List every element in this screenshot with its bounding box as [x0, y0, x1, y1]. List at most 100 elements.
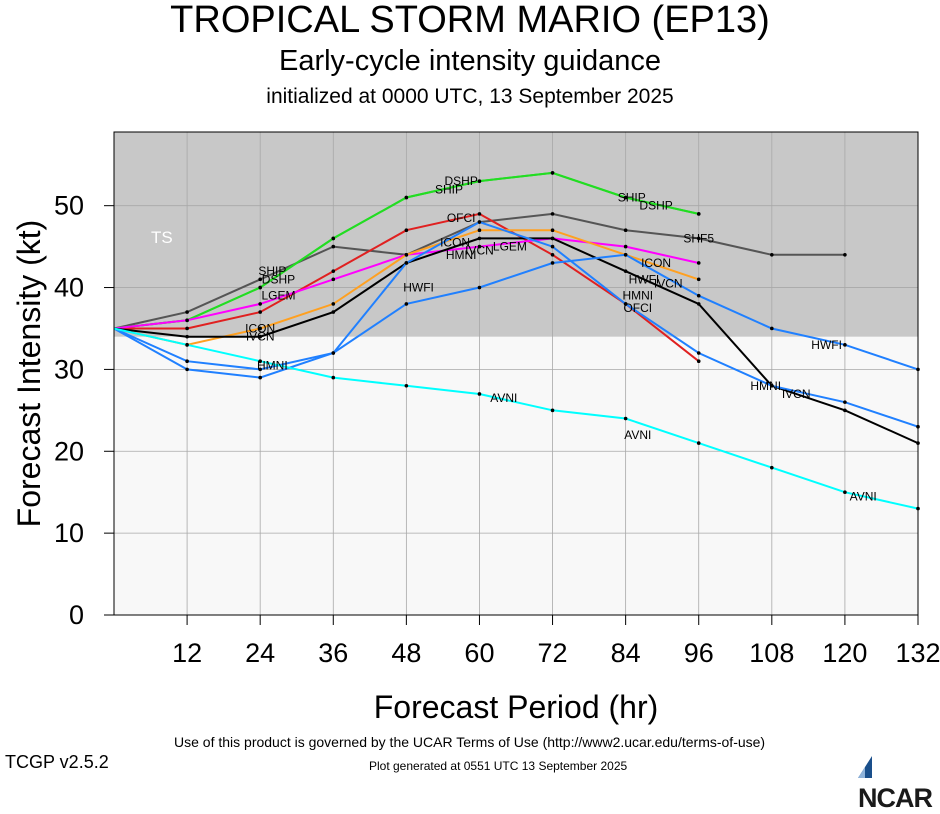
- point-icon: [331, 302, 336, 306]
- y-tick-label: 50: [54, 191, 84, 221]
- y-axis-label: Forecast Intensity (kt): [11, 220, 47, 528]
- point-avni: [404, 383, 409, 388]
- point-dshp: [477, 179, 482, 183]
- series-label-ship: SHIP: [435, 182, 463, 196]
- series-label-ivcn: IVCN: [246, 330, 275, 344]
- series-label-ofci: OFCI: [447, 211, 476, 225]
- point-hwfi: [623, 252, 628, 257]
- point-hmni: [623, 302, 628, 306]
- point-ivcn: [185, 334, 189, 339]
- series-line-hmni: [113, 221, 919, 428]
- series-label-hwfi: HWFI: [811, 338, 842, 352]
- point-ivcn: [696, 302, 701, 306]
- point-shf5: [185, 310, 189, 314]
- point-ofci: [696, 359, 701, 364]
- intensity-chart: SHF5SHIPSHIPSHIPDSHPDSHPDSHPOFCIOFCILGEM…: [11, 131, 940, 725]
- series-labels: SHF5SHIPSHIPSHIPDSHPDSHPDSHPOFCIOFCILGEM…: [245, 174, 877, 503]
- point-dshp: [404, 195, 409, 200]
- y-tick-label: 30: [54, 354, 84, 384]
- point-hwfi: [696, 293, 701, 298]
- x-tick-label: 96: [684, 638, 714, 668]
- point-hmni: [696, 351, 701, 355]
- point-hmni: [258, 367, 262, 372]
- point-ofci: [331, 269, 336, 273]
- series-label-hmni: HMNI: [257, 358, 288, 372]
- point-avni: [258, 359, 262, 364]
- series-label-avni: AVNI: [624, 428, 651, 442]
- point-avni: [843, 490, 847, 495]
- point-ivcn: [550, 236, 555, 241]
- ncar-logo-text: NCAR: [858, 783, 933, 813]
- axis-ticks: 12 24 36 48 60 72 84 96 108 120 132 0 10 20 30 40 50: [54, 191, 940, 668]
- terms-of-use: Use of this product is governed by the U…: [174, 734, 766, 750]
- point-hmni: [404, 261, 409, 265]
- series-label-lgem: LGEM: [261, 289, 295, 303]
- point-hwfi: [404, 302, 409, 306]
- point-hwfi: [770, 326, 774, 331]
- series-label-ship: SHIP: [618, 190, 646, 204]
- series-label-ofci: OFCI: [623, 301, 652, 315]
- series-label-hwfi: HWFI: [403, 281, 434, 295]
- point-hwfi: [843, 343, 847, 347]
- series-label-hmni: HMNI: [446, 248, 477, 262]
- series-label-ivcn: IVCN: [654, 276, 683, 290]
- point-hmni: [185, 359, 189, 364]
- plot-frame: [113, 131, 919, 616]
- series-label-dshp: DSHP: [445, 174, 478, 188]
- point-ofci: [404, 228, 409, 233]
- series-label-hmni: HMNI: [750, 379, 781, 393]
- point-avni: [696, 441, 701, 445]
- x-tick-label: 84: [611, 638, 641, 668]
- x-tick-label: 120: [822, 638, 867, 668]
- series-label-ship: SHIP: [258, 264, 286, 278]
- x-tick-label: 12: [172, 638, 202, 668]
- point-dshp: [623, 195, 628, 200]
- chart-subtitle: Early-cycle intensity guidance: [278, 45, 661, 77]
- point-ivcn: [331, 310, 336, 314]
- point-ivcn: [843, 408, 847, 413]
- point-shf5: [623, 228, 628, 233]
- chart-init-time: initialized at 0000 UTC, 13 September 20…: [266, 85, 674, 108]
- series-line-avni: [113, 327, 919, 510]
- point-avni: [770, 465, 774, 470]
- point-ofci: [185, 326, 189, 331]
- series-label-hmni: HMNI: [622, 289, 653, 303]
- point-hwfi: [477, 285, 482, 290]
- x-tick-label: 132: [895, 638, 940, 668]
- point-shf5: [258, 277, 262, 282]
- x-axis-label: Forecast Period (hr): [374, 689, 659, 725]
- point-ofci: [550, 252, 555, 257]
- series-line-hwfi: [113, 253, 919, 379]
- point-hwfi: [258, 375, 262, 380]
- point-lgem: [185, 318, 189, 323]
- x-tick-label: 60: [464, 638, 494, 668]
- point-icon: [258, 326, 262, 331]
- y-tick-label: 0: [69, 600, 84, 630]
- plot-generated-time: Plot generated at 0551 UTC 13 September …: [369, 759, 628, 773]
- x-tick-label: 72: [538, 638, 568, 668]
- point-ivcn: [477, 236, 482, 241]
- series-label-icon: ICON: [641, 256, 671, 270]
- point-ofci: [258, 310, 262, 314]
- point-lgem: [258, 302, 262, 306]
- x-tick-label: 36: [318, 638, 348, 668]
- point-dshp: [550, 171, 555, 175]
- point-lgem: [331, 277, 336, 282]
- series-label-dshp: DSHP: [262, 272, 295, 286]
- point-hwfi: [550, 261, 555, 265]
- point-dshp: [696, 212, 701, 216]
- series-label-hwfi: HWFI: [629, 272, 660, 286]
- series-label-shf5: SHF5: [683, 231, 714, 245]
- point-ivcn: [623, 269, 628, 273]
- point-dshp: [258, 285, 262, 290]
- point-dshp: [331, 236, 336, 241]
- point-icon: [477, 228, 482, 233]
- point-avni: [550, 408, 555, 413]
- ncar-mark-icon: [858, 756, 872, 778]
- point-ivcn: [258, 334, 262, 339]
- series-label-icon: ICON: [245, 321, 275, 335]
- x-tick-label: 24: [245, 638, 275, 668]
- y-tick-label: 20: [54, 436, 84, 466]
- ncar-logo: NCAR: [858, 752, 940, 814]
- point-shf5: [843, 252, 847, 257]
